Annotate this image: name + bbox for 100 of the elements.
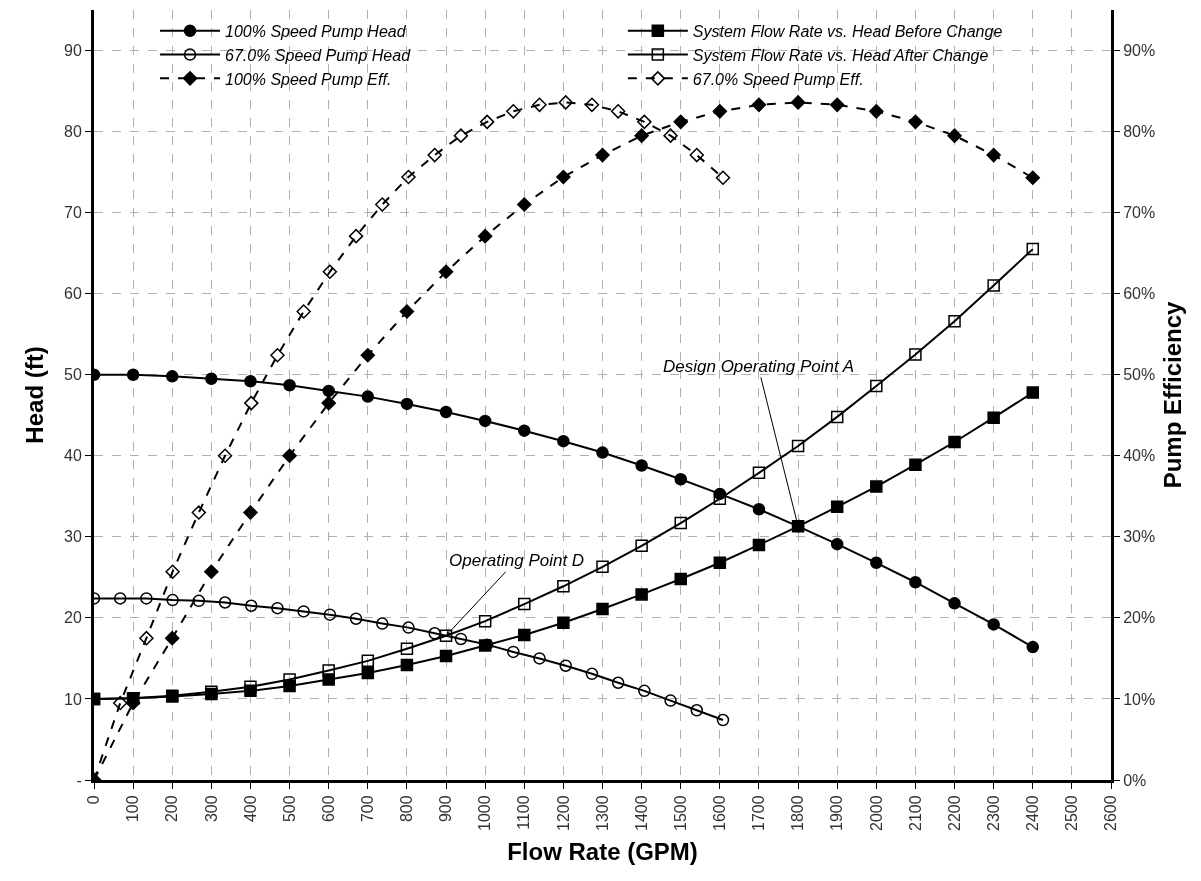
point — [506, 104, 521, 119]
point — [322, 264, 338, 280]
point — [271, 601, 284, 615]
point — [948, 435, 961, 449]
point — [453, 128, 469, 143]
x-tick-label: 700 — [359, 795, 377, 823]
x-tick-label: 2200 — [945, 795, 963, 831]
x-tick-label: 1200 — [554, 795, 572, 831]
point — [361, 666, 375, 680]
point — [375, 197, 390, 212]
y-tick-label: 20 — [64, 609, 82, 627]
point — [713, 556, 727, 570]
point — [909, 348, 922, 361]
point — [507, 645, 520, 659]
point — [596, 560, 609, 574]
x-tick-label: 0 — [85, 795, 103, 805]
x-tick-label: 900 — [437, 795, 455, 823]
x-tick-label: 400 — [241, 795, 259, 823]
point — [518, 597, 531, 611]
y2-tick-label: 90% — [1123, 42, 1156, 60]
point — [517, 197, 532, 212]
point — [479, 114, 495, 130]
point — [321, 395, 336, 411]
y-tick-label: 60 — [64, 285, 82, 303]
point — [243, 505, 258, 520]
point — [595, 147, 610, 163]
y-tick-label: 30 — [64, 528, 82, 546]
x-tick-label: 1900 — [828, 795, 846, 831]
point — [361, 654, 375, 668]
point — [283, 379, 296, 392]
point — [204, 564, 219, 579]
point — [454, 632, 468, 646]
legend-label: 67.0% Speed Pump Eff. — [692, 70, 864, 88]
point — [664, 694, 677, 707]
point — [244, 599, 258, 612]
point — [400, 642, 414, 655]
point — [559, 659, 572, 672]
point — [663, 128, 678, 143]
point — [532, 97, 547, 113]
point — [674, 473, 687, 486]
point — [439, 405, 453, 419]
x-tick-label: 1500 — [671, 795, 689, 831]
point — [218, 596, 232, 609]
point — [637, 114, 652, 130]
point — [752, 466, 766, 480]
point — [165, 564, 180, 579]
point — [948, 314, 961, 328]
point — [611, 676, 625, 689]
point — [296, 304, 311, 319]
point — [439, 629, 453, 642]
point — [348, 228, 364, 244]
point — [322, 384, 335, 398]
x-tick-label: 2600 — [1102, 795, 1120, 831]
y-axis-title: Head (ft) — [21, 346, 49, 444]
point — [869, 104, 884, 119]
point — [584, 97, 600, 113]
point — [427, 147, 442, 163]
point — [297, 605, 310, 618]
point — [1026, 386, 1040, 399]
point — [438, 264, 454, 280]
point — [610, 104, 626, 119]
legend-label: 100% Speed Pump Eff. — [225, 70, 392, 88]
point — [986, 147, 1001, 163]
x-axis-title: Flow Rate (GPM) — [507, 838, 698, 866]
legend-label: System Flow Rate vs. Head After Change — [692, 46, 989, 64]
y-tick-label: 90 — [64, 42, 82, 60]
point — [557, 616, 570, 630]
point — [596, 446, 609, 459]
point — [635, 588, 648, 601]
x-tick-label: 1100 — [515, 795, 533, 830]
point — [713, 492, 727, 505]
point — [401, 169, 416, 185]
point — [908, 114, 923, 130]
point — [689, 147, 705, 163]
point — [518, 628, 531, 642]
point — [751, 97, 767, 113]
point — [1025, 170, 1041, 186]
point — [870, 556, 883, 570]
point — [478, 414, 492, 428]
point — [585, 667, 599, 681]
y-tick-label: 40 — [64, 447, 82, 465]
point — [830, 410, 844, 424]
point — [244, 374, 257, 388]
point — [205, 372, 218, 386]
point — [947, 128, 962, 143]
point — [790, 95, 806, 110]
point — [1026, 640, 1040, 654]
point — [638, 684, 651, 698]
point — [596, 602, 609, 616]
point — [113, 592, 127, 605]
point — [909, 458, 922, 471]
point — [112, 695, 128, 711]
point — [533, 652, 546, 665]
x-tick-label: 1400 — [632, 795, 650, 831]
point — [360, 348, 376, 363]
y2-tick-label: 10% — [1123, 690, 1156, 708]
point — [635, 459, 648, 472]
point — [987, 279, 1000, 292]
point — [439, 649, 453, 663]
y-tick-label: 70 — [64, 204, 82, 222]
